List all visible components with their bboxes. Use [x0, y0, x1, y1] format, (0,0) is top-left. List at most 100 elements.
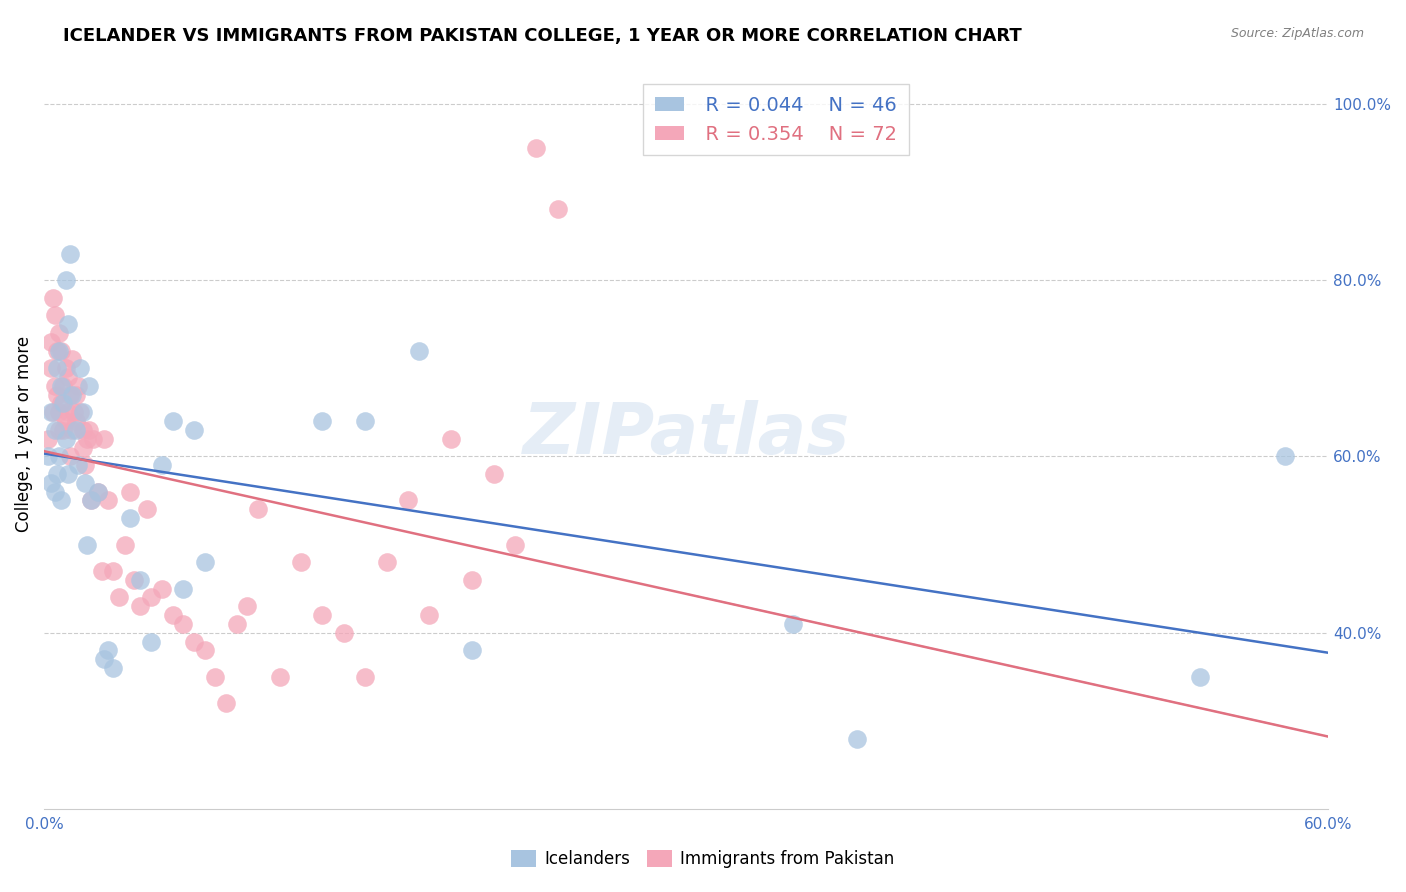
Point — [46, 467, 69, 481]
Point — [225, 616, 247, 631]
Point — [97, 643, 120, 657]
Point — [269, 670, 291, 684]
Point — [63, 405, 86, 419]
Point — [150, 458, 173, 473]
Point — [354, 414, 377, 428]
Point — [56, 317, 79, 331]
Point — [59, 387, 82, 401]
Point — [51, 396, 73, 410]
Point — [782, 616, 804, 631]
Point — [65, 387, 87, 401]
Point — [60, 423, 83, 437]
Point — [97, 493, 120, 508]
Point — [129, 599, 152, 614]
Point — [172, 582, 194, 596]
Point — [55, 361, 77, 376]
Point — [183, 634, 205, 648]
Text: ZIPatlas: ZIPatlas — [523, 400, 849, 469]
Point — [55, 414, 77, 428]
Point — [396, 493, 419, 508]
Legend: Icelanders, Immigrants from Pakistan: Icelanders, Immigrants from Pakistan — [505, 843, 901, 875]
Point — [39, 361, 62, 376]
Point — [77, 379, 100, 393]
Point — [82, 432, 104, 446]
Point — [86, 484, 108, 499]
Point — [194, 555, 217, 569]
Point — [46, 361, 69, 376]
Point — [56, 467, 79, 481]
Point — [80, 493, 103, 508]
Point — [44, 308, 66, 322]
Text: Source: ZipAtlas.com: Source: ZipAtlas.com — [1230, 27, 1364, 40]
Point — [1274, 450, 1296, 464]
Point — [72, 423, 94, 437]
Point — [354, 670, 377, 684]
Point — [59, 246, 82, 260]
Point — [41, 405, 63, 419]
Point — [215, 696, 238, 710]
Point — [73, 475, 96, 490]
Point — [48, 405, 70, 419]
Point — [93, 652, 115, 666]
Point — [52, 396, 75, 410]
Point — [101, 564, 124, 578]
Point — [1188, 670, 1211, 684]
Point — [236, 599, 259, 614]
Point — [108, 591, 131, 605]
Point — [51, 493, 73, 508]
Point — [48, 423, 70, 437]
Point — [114, 537, 136, 551]
Point — [65, 423, 87, 437]
Point — [67, 458, 90, 473]
Point — [51, 379, 73, 393]
Point — [183, 423, 205, 437]
Point — [162, 414, 184, 428]
Point — [461, 643, 484, 657]
Point — [440, 432, 463, 446]
Point — [846, 731, 869, 746]
Point — [93, 432, 115, 446]
Point — [118, 511, 141, 525]
Point — [86, 484, 108, 499]
Point — [55, 432, 77, 446]
Point — [162, 608, 184, 623]
Point — [461, 573, 484, 587]
Point — [547, 202, 569, 217]
Text: ICELANDER VS IMMIGRANTS FROM PAKISTAN COLLEGE, 1 YEAR OR MORE CORRELATION CHART: ICELANDER VS IMMIGRANTS FROM PAKISTAN CO… — [63, 27, 1022, 45]
Point — [60, 352, 83, 367]
Point — [247, 502, 270, 516]
Point — [76, 432, 98, 446]
Point — [59, 450, 82, 464]
Point — [52, 423, 75, 437]
Point — [48, 450, 70, 464]
Point — [46, 387, 69, 401]
Point — [69, 361, 91, 376]
Point — [39, 334, 62, 349]
Point — [67, 379, 90, 393]
Point — [52, 379, 75, 393]
Point — [118, 484, 141, 499]
Point — [139, 591, 162, 605]
Point — [46, 343, 69, 358]
Point — [44, 484, 66, 499]
Point — [37, 450, 59, 464]
Point — [418, 608, 440, 623]
Point — [482, 467, 505, 481]
Point — [172, 616, 194, 631]
Point — [51, 343, 73, 358]
Legend:   R = 0.044    N = 46,   R = 0.354    N = 72: R = 0.044 N = 46, R = 0.354 N = 72 — [643, 85, 910, 155]
Point — [72, 405, 94, 419]
Point — [56, 405, 79, 419]
Point — [90, 564, 112, 578]
Point — [77, 423, 100, 437]
Point — [194, 643, 217, 657]
Point — [65, 414, 87, 428]
Point — [311, 608, 333, 623]
Point — [37, 432, 59, 446]
Point — [41, 291, 63, 305]
Point — [122, 573, 145, 587]
Point — [101, 661, 124, 675]
Point — [332, 625, 354, 640]
Point — [311, 414, 333, 428]
Point — [139, 634, 162, 648]
